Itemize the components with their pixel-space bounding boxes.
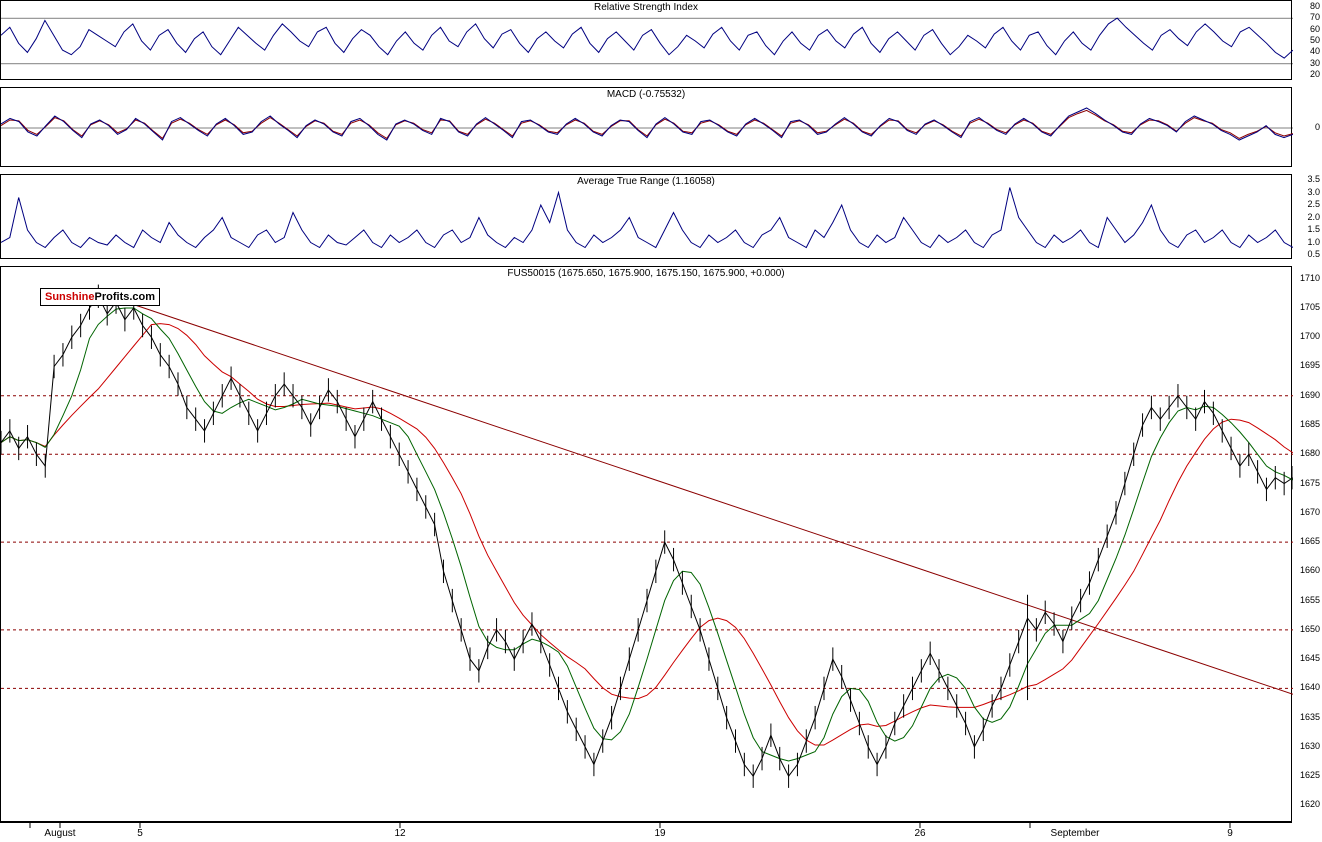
price-ytick: 1665 xyxy=(1300,536,1320,546)
atr-ytick: 3.0 xyxy=(1307,187,1320,197)
atr-svg xyxy=(1,175,1293,260)
atr-ytick: 1.0 xyxy=(1307,237,1320,247)
atr-ytick: 3.5 xyxy=(1307,174,1320,184)
xaxis-label: 5 xyxy=(137,828,143,839)
price-ytick: 1635 xyxy=(1300,712,1320,722)
xaxis-label: September xyxy=(1051,828,1100,839)
rsi-ytick: 60 xyxy=(1310,24,1320,34)
atr-ytick: 1.5 xyxy=(1307,224,1320,234)
price-ytick: 1680 xyxy=(1300,448,1320,458)
watermark-black: Profits.com xyxy=(95,291,156,303)
price-ytick: 1710 xyxy=(1300,273,1320,283)
price-ytick: 1705 xyxy=(1300,302,1320,312)
price-ytick: 1695 xyxy=(1300,360,1320,370)
price-ytick: 1685 xyxy=(1300,419,1320,429)
rsi-panel: Relative Strength Index xyxy=(0,0,1292,80)
macd-panel: MACD (-0.75532) xyxy=(0,87,1292,167)
price-ytick: 1640 xyxy=(1300,682,1320,692)
atr-ytick: 2.0 xyxy=(1307,212,1320,222)
xaxis-label: August xyxy=(44,828,75,839)
rsi-ytick: 50 xyxy=(1310,35,1320,45)
watermark: SunshineProfits.com xyxy=(40,288,160,306)
watermark-red: Sunshine xyxy=(45,291,95,303)
price-panel: FUS50015 (1675.650, 1675.900, 1675.150, … xyxy=(0,266,1292,822)
price-ytick: 1620 xyxy=(1300,799,1320,809)
atr-ytick: 0.5 xyxy=(1307,249,1320,259)
xaxis-label: 9 xyxy=(1227,828,1233,839)
xaxis-label: 26 xyxy=(914,828,925,839)
price-ytick: 1625 xyxy=(1300,770,1320,780)
rsi-svg xyxy=(1,1,1293,81)
rsi-ytick: 40 xyxy=(1310,46,1320,56)
rsi-ytick: 80 xyxy=(1310,1,1320,11)
price-ytick: 1655 xyxy=(1300,595,1320,605)
atr-panel: Average True Range (1.16058) xyxy=(0,174,1292,259)
price-ytick: 1670 xyxy=(1300,507,1320,517)
xaxis-label: 12 xyxy=(394,828,405,839)
macd-svg xyxy=(1,88,1293,168)
price-ytick: 1660 xyxy=(1300,565,1320,575)
macd-ytick: 0 xyxy=(1315,122,1320,132)
price-ytick: 1650 xyxy=(1300,624,1320,634)
price-ytick: 1690 xyxy=(1300,390,1320,400)
price-ytick: 1630 xyxy=(1300,741,1320,751)
price-ytick: 1645 xyxy=(1300,653,1320,663)
rsi-ytick: 30 xyxy=(1310,58,1320,68)
atr-ytick: 2.5 xyxy=(1307,199,1320,209)
rsi-ytick: 70 xyxy=(1310,12,1320,22)
price-svg xyxy=(1,267,1293,823)
y-axis: 2030 405060 7080 0 0.5 1.0 1.5 2.0 2.5 3.0 3.5 1620… xyxy=(1292,0,1322,841)
x-axis: August 5 12 19 26 September 9 xyxy=(0,822,1292,841)
rsi-ytick: 20 xyxy=(1310,69,1320,79)
price-ytick: 1675 xyxy=(1300,478,1320,488)
chart-area: Relative Strength Index MACD (-0.75532) … xyxy=(0,0,1292,841)
price-ytick: 1700 xyxy=(1300,331,1320,341)
xaxis-label: 19 xyxy=(654,828,665,839)
